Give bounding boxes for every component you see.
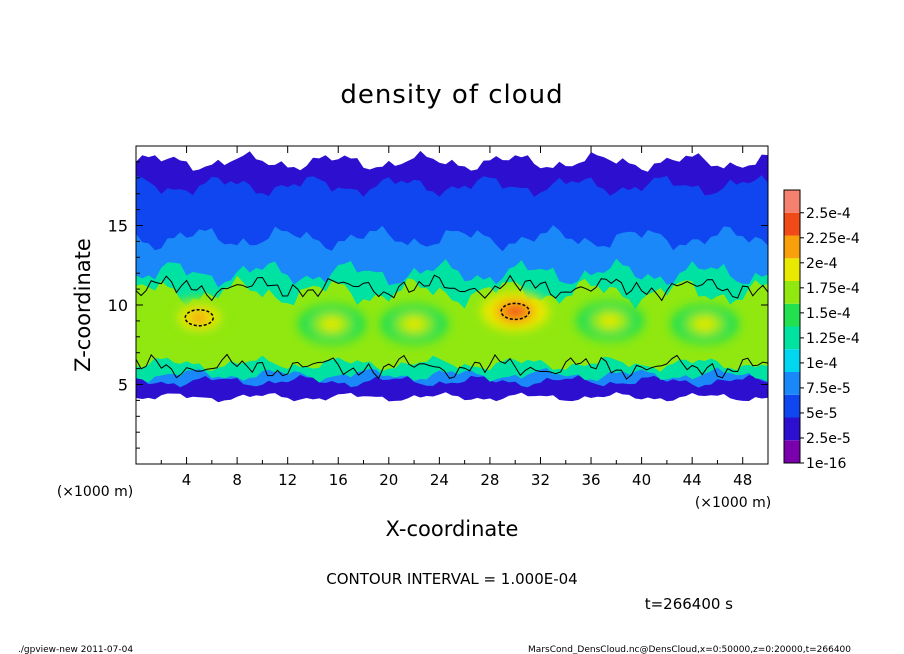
x-tick-label-28: 28: [480, 471, 499, 489]
colorbar-swatch-1: [784, 417, 800, 441]
x-tick-label-8: 8: [232, 471, 242, 489]
colorbar-swatch-3: [784, 372, 800, 395]
x-tick-label-4: 4: [182, 471, 192, 489]
colorbar-label-7: 1.75e-4: [806, 281, 860, 297]
x-tick-label-20: 20: [379, 471, 398, 489]
colorbar-label-1: 2.5e-5: [806, 431, 851, 447]
colorbar-label-2: 5e-5: [806, 406, 837, 422]
colorbar-label-9: 2.25e-4: [806, 231, 860, 247]
colorbar-label-10: 2.5e-4: [806, 206, 851, 222]
colorbar-label-8: 2e-4: [806, 256, 838, 272]
colorbar-swatch-7: [784, 281, 800, 304]
hotspot-core-1: [321, 318, 342, 331]
contour-line-bottom: [136, 353, 768, 380]
y-axis-label: Z-coordinate: [71, 238, 95, 372]
y-tick-label-5: 5: [118, 376, 128, 395]
x-tick-label-24: 24: [430, 471, 449, 489]
x-tick-label-32: 32: [531, 471, 550, 489]
x-tick-label-48: 48: [733, 471, 752, 489]
hotspot-core-3: [505, 305, 526, 318]
footer-left: ./gpview-new 2011-07-04: [18, 645, 133, 654]
y-tick-label-15: 15: [108, 217, 128, 236]
colorbar-swatch-6: [784, 303, 800, 327]
x-axis-ticks: 4 8 12 16 20 24 28 32 36 40 44 48: [160, 146, 752, 489]
y-tick-label-10: 10: [108, 296, 128, 315]
contour-line-top: [136, 274, 768, 302]
x-unit-left: (×1000 m): [57, 484, 133, 500]
colorbar-swatch-5: [784, 326, 800, 350]
colorbar-swatch-0: [784, 440, 800, 463]
x-tick-label-12: 12: [278, 471, 297, 489]
colorbar-swatch-9: [784, 235, 800, 259]
contour-hotspot-3: [500, 302, 530, 321]
colorbar-frame: [783, 189, 801, 464]
cloud-layer-dense: [136, 275, 768, 372]
x-tick-label-36: 36: [581, 471, 600, 489]
colorbar: 1e-16 2.5e-5 5e-5 7.5e-5 1e-4 1.25e-4 1.5e-4 1.…: [783, 189, 860, 472]
colorbar-swatch-11: [784, 190, 800, 213]
colorbar-label-0: 1e-16: [806, 456, 846, 472]
hotspot-core-0: [189, 311, 210, 324]
x-tick-label-40: 40: [632, 471, 651, 489]
hotspot-core-4: [600, 314, 620, 327]
colorbar-label-3: 7.5e-5: [806, 381, 851, 397]
hotspot-core-2: [404, 318, 425, 331]
x-unit-right: (×1000 m): [695, 495, 771, 511]
colorbar-label-6: 1.5e-4: [806, 306, 851, 322]
chart-title: density of cloud: [340, 80, 563, 110]
colorbar-swatch-2: [784, 394, 800, 418]
plot-area: [136, 146, 768, 464]
contour-hotspot-0: [184, 308, 214, 327]
contour-interval-text: CONTOUR INTERVAL = 1.000E-04: [326, 570, 577, 588]
x-tick-label-44: 44: [683, 471, 702, 489]
colorbar-swatch-10: [784, 212, 800, 236]
x-axis-label: X-coordinate: [386, 517, 519, 541]
footer-right: MarsCond_DensCloud.nc@DensCloud,x=0:5000…: [528, 645, 851, 654]
y-axis-ticks: 5 10 15: [108, 161, 768, 449]
time-text: t=266400 s: [645, 595, 733, 613]
colorbar-swatch-8: [784, 258, 800, 281]
x-tick-label-16: 16: [329, 471, 348, 489]
colorbar-label-5: 1.25e-4: [806, 331, 860, 347]
colorbar-label-4: 1e-4: [806, 356, 838, 372]
colorbar-swatch-4: [784, 349, 800, 372]
hotspot-core-5: [694, 318, 715, 331]
